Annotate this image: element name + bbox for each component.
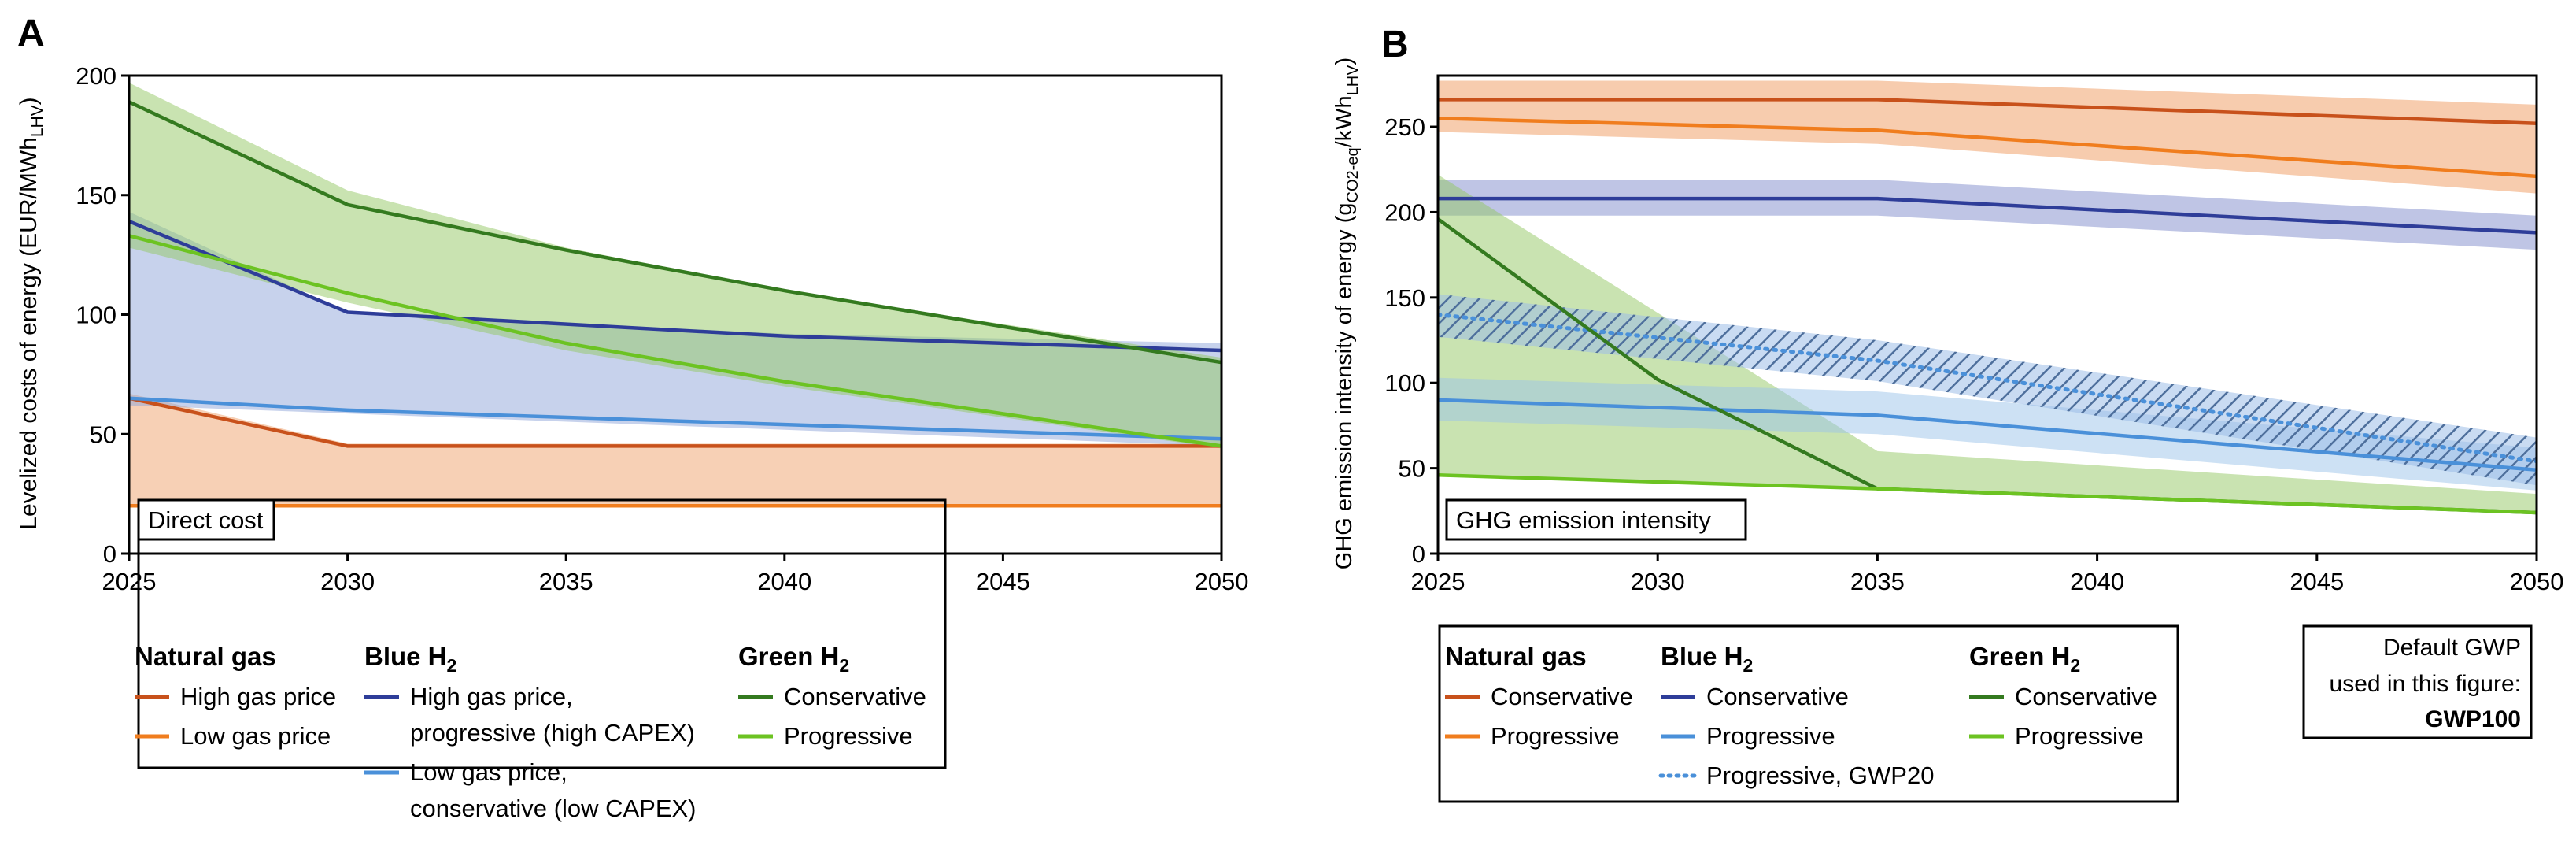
chart-title-b: GHG emission intensity <box>1456 506 1711 534</box>
series-line-b-6 <box>1438 473 2537 515</box>
legend-label-b-2-0: Conservative <box>2015 683 2157 710</box>
legend-b: Natural gas Conservative Progressive Blue H… <box>1445 642 2157 789</box>
series-line-a-2 <box>129 220 1221 353</box>
y-tick-label-b: 200 <box>1384 198 1425 226</box>
gwp-note-line2: used in this figure: <box>2330 671 2521 697</box>
plot-content-a <box>129 83 1221 508</box>
x-tick-label-b: 2040 <box>2070 568 2124 595</box>
x-tick-label-b: 2050 <box>2510 568 2564 595</box>
x-tick-label-a: 2025 <box>102 568 157 595</box>
gwp-note-line3: GWP100 <box>2425 706 2521 732</box>
x-tick-label-b: 2030 <box>1631 568 1685 595</box>
y-axis-label-b-main: GHG emission intensity of energy (g <box>1332 202 1357 569</box>
x-tick-label-a: 2030 <box>320 568 375 595</box>
series-line-b-3 <box>1438 398 2537 472</box>
x-tick-label-b: 2035 <box>1850 568 1905 595</box>
chart-title-a: Direct cost <box>148 506 264 534</box>
legend-label-a-0-1: Low gas price <box>180 722 331 750</box>
legend-label-a-0-0: High gas price <box>180 683 336 710</box>
svg-text:Levelized costs of energy (EUR: Levelized costs of energy (EUR/MWhLHV) <box>16 97 46 529</box>
y-tick-label-b: 250 <box>1384 113 1425 141</box>
y-tick-label-b: 150 <box>1384 284 1425 312</box>
legend-box-b <box>1438 624 2179 803</box>
legend-title-b-0: Natural gas <box>1445 642 1587 671</box>
y-axis-label-a-main: Levelized costs of energy (EUR/MWh <box>16 137 42 530</box>
y-tick-label-b: 100 <box>1384 369 1425 397</box>
series-line-b-1 <box>1438 116 2537 179</box>
band-a-0 <box>129 393 1221 506</box>
y-axis-label-b-mid: /kWh <box>1332 95 1357 147</box>
legend-box-a <box>137 498 947 769</box>
plot-content-b <box>1438 80 2537 515</box>
legend-label-a-2-0: Conservative <box>784 683 926 710</box>
legend-title-a-1: Blue H2 <box>364 642 456 676</box>
gwp-note-line1: Default GWP <box>2383 635 2521 661</box>
legend-label-line2-a-1-0: progressive (high CAPEX) <box>410 719 695 747</box>
plot-area-a: 2025 2030 2035 2040 2045 2050 0 50 100 150 200 Dire… <box>76 62 1248 595</box>
y-axis-label-a: Levelized costs of energy (EUR/MWhLHV) <box>16 97 46 529</box>
series-line-b-2 <box>1438 196 2537 235</box>
y-axis-label-b-sub2: LHV <box>1344 65 1362 96</box>
legend-label-b-1-1: Progressive <box>1706 722 1835 750</box>
legend-label-b-1-2: Progressive, GWP20 <box>1706 762 1934 789</box>
legend-label-b-1-0: Conservative <box>1706 683 1849 710</box>
legend-label-a-1-0: High gas price, <box>410 683 573 710</box>
band-b-1 <box>1438 180 2537 250</box>
legend-title-b-1: Blue H2 <box>1661 642 1753 676</box>
legend-label-line2-a-1-1: conservative (low CAPEX) <box>410 795 697 822</box>
y-axis-label-a-sub: LHV <box>28 105 46 137</box>
y-tick-label-a: 200 <box>76 62 116 90</box>
series-line-a-4 <box>129 100 1221 365</box>
axes-frame-b <box>1436 74 2538 555</box>
x-tick-label-b: 2025 <box>1411 568 1465 595</box>
panel-b-letter: B <box>1381 24 1409 65</box>
plot-area-b: 2025 2030 2035 2040 2045 2050 0 50 100 150 200 250 G… <box>1384 74 2564 595</box>
legend-label-a-2-1: Progressive <box>784 722 913 750</box>
chart-title-box-b <box>1445 498 1747 541</box>
y-tick-label-a: 100 <box>76 302 116 329</box>
gwp-note-box <box>2302 624 2533 739</box>
legend-label-b-2-1: Progressive <box>2015 722 2144 750</box>
series-line-a-5 <box>129 234 1221 448</box>
legend-title-a-0: Natural gas <box>135 642 276 671</box>
y-tick-label-b: 0 <box>1412 540 1425 568</box>
legend-title-b-2: Green H2 <box>1969 642 2080 676</box>
y-axis-label-b-end: ) <box>1332 57 1357 65</box>
panel-a-letter: A <box>17 13 45 54</box>
x-tick-label-a: 2040 <box>757 568 811 595</box>
series-line-a-3 <box>129 396 1221 441</box>
svg-text:GHG emission intensity of ener: GHG emission intensity of energy (gCO2-e… <box>1332 57 1362 569</box>
x-tick-label-b: 2045 <box>2290 568 2344 595</box>
x-tick-label-a: 2045 <box>976 568 1030 595</box>
y-tick-label-a: 150 <box>76 182 116 209</box>
legend-title-a-2: Green H2 <box>738 642 849 676</box>
x-tick-label-a: 2035 <box>539 568 593 595</box>
x-tick-label-a: 2050 <box>1195 568 1249 595</box>
y-axis-label-b-sub: CO2-eq <box>1344 147 1362 202</box>
y-axis-label-a-end: ) <box>16 97 42 105</box>
y-tick-label-b: 50 <box>1399 455 1425 483</box>
band-a-2 <box>129 83 1221 449</box>
y-axis-label-b: GHG emission intensity of energy (gCO2-e… <box>1332 57 1362 569</box>
series-line-b-0 <box>1438 98 2537 125</box>
legend-a: Natural gas High gas price Low gas price Bl… <box>135 642 926 822</box>
panel-b: B 2025 2030 2035 2040 2045 2050 0 50 100 150 200 25… <box>1332 24 2564 803</box>
panel-a: A 2025 2030 2035 2040 2045 2050 0 50 100 150 200 Di… <box>16 13 1248 822</box>
series-line-a-0 <box>129 396 1221 448</box>
legend-label-b-0-0: Conservative <box>1491 683 1633 710</box>
series-line-b-4 <box>1438 313 2537 464</box>
legend-label-b-0-1: Progressive <box>1491 722 1620 750</box>
legend-label-a-1-1: Low gas price, <box>410 758 567 786</box>
y-tick-label-a: 50 <box>90 421 116 448</box>
y-tick-label-a: 0 <box>103 540 116 568</box>
